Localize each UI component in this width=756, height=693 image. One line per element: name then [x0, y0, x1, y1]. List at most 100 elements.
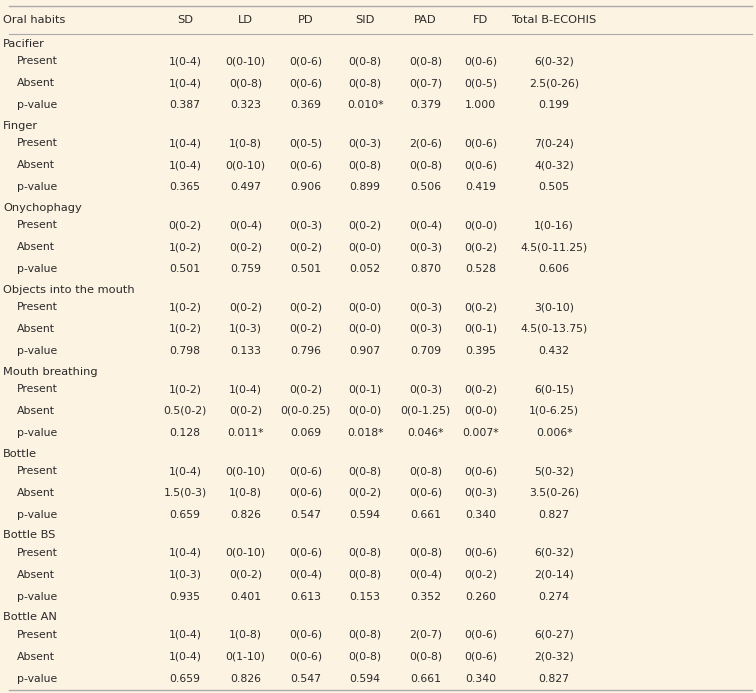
- Text: 1(0-2): 1(0-2): [169, 302, 202, 312]
- Text: 1(0-4): 1(0-4): [169, 138, 202, 148]
- Text: 0.5(0-2): 0.5(0-2): [163, 406, 207, 416]
- Text: 0(0-8): 0(0-8): [409, 548, 442, 558]
- Text: 0(0-1): 0(0-1): [349, 384, 382, 394]
- Text: 1.5(0-3): 1.5(0-3): [163, 488, 207, 498]
- Text: 0(0-8): 0(0-8): [349, 548, 382, 558]
- Text: 0(0-8): 0(0-8): [349, 78, 382, 88]
- Text: 0(0-10): 0(0-10): [225, 56, 266, 67]
- Text: 0(0-8): 0(0-8): [349, 160, 382, 170]
- Text: 4(0-32): 4(0-32): [534, 160, 574, 170]
- Text: 0.018*: 0.018*: [347, 428, 383, 438]
- Text: 1.000: 1.000: [465, 100, 496, 110]
- Text: 0.365: 0.365: [169, 182, 201, 192]
- Text: 0(0-6): 0(0-6): [409, 488, 442, 498]
- Text: 0.274: 0.274: [538, 592, 570, 602]
- Text: Mouth breathing: Mouth breathing: [3, 367, 98, 376]
- Text: 0(0-0): 0(0-0): [349, 302, 382, 312]
- Text: 0.594: 0.594: [349, 674, 381, 683]
- Text: 2(0-7): 2(0-7): [409, 630, 442, 640]
- Text: 0(0-6): 0(0-6): [289, 630, 322, 640]
- Text: Objects into the mouth: Objects into the mouth: [3, 285, 135, 295]
- Text: 0.369: 0.369: [290, 100, 321, 110]
- Text: p-value: p-value: [17, 264, 57, 274]
- Text: 0(0-6): 0(0-6): [464, 651, 497, 662]
- Text: p-value: p-value: [17, 346, 57, 356]
- Text: 0(0-2): 0(0-2): [289, 324, 322, 334]
- Text: 0.501: 0.501: [290, 264, 321, 274]
- Text: p-value: p-value: [17, 182, 57, 192]
- Text: 6(0-27): 6(0-27): [534, 630, 574, 640]
- Text: 0.826: 0.826: [230, 674, 262, 683]
- Text: 0.497: 0.497: [230, 182, 262, 192]
- Text: 0.419: 0.419: [465, 182, 496, 192]
- Text: 1(0-2): 1(0-2): [169, 242, 202, 252]
- Text: FD: FD: [472, 15, 488, 25]
- Text: 0.870: 0.870: [410, 264, 442, 274]
- Text: 5(0-32): 5(0-32): [534, 466, 574, 476]
- Text: Total B-ECOHIS: Total B-ECOHIS: [512, 15, 596, 25]
- Text: 6(0-32): 6(0-32): [534, 56, 574, 67]
- Text: 0(0-5): 0(0-5): [464, 78, 497, 88]
- Text: 0(0-5): 0(0-5): [289, 138, 322, 148]
- Text: Pacifier: Pacifier: [3, 39, 45, 49]
- Text: 0(0-1): 0(0-1): [464, 324, 497, 334]
- Text: 7(0-24): 7(0-24): [534, 138, 574, 148]
- Text: 2(0-14): 2(0-14): [534, 570, 574, 580]
- Text: 0.661: 0.661: [410, 674, 442, 683]
- Text: 0(0-8): 0(0-8): [349, 630, 382, 640]
- Text: Absent: Absent: [17, 160, 54, 170]
- Text: 0.395: 0.395: [465, 346, 496, 356]
- Text: Absent: Absent: [17, 78, 54, 88]
- Text: LD: LD: [238, 15, 253, 25]
- Text: 0(0-6): 0(0-6): [289, 56, 322, 67]
- Text: 0(0-2): 0(0-2): [169, 220, 202, 230]
- Text: 0.501: 0.501: [169, 264, 201, 274]
- Text: 3(0-10): 3(0-10): [534, 302, 574, 312]
- Text: 0(0-3): 0(0-3): [464, 488, 497, 498]
- Text: 0(0-0): 0(0-0): [349, 242, 382, 252]
- Text: 0(0-2): 0(0-2): [464, 384, 497, 394]
- Text: 1(0-4): 1(0-4): [169, 56, 202, 67]
- Text: Present: Present: [17, 56, 57, 67]
- Text: 0.199: 0.199: [538, 100, 570, 110]
- Text: 2.5(0-26): 2.5(0-26): [529, 78, 579, 88]
- Text: PD: PD: [298, 15, 313, 25]
- Text: 0(0-0): 0(0-0): [464, 220, 497, 230]
- Text: 0.153: 0.153: [349, 592, 381, 602]
- Text: 0(0-3): 0(0-3): [349, 138, 382, 148]
- Text: 2(0-6): 2(0-6): [409, 138, 442, 148]
- Text: 0(0-6): 0(0-6): [289, 160, 322, 170]
- Text: 0(0-2): 0(0-2): [229, 406, 262, 416]
- Text: 0.661: 0.661: [410, 510, 442, 520]
- Text: 0.432: 0.432: [538, 346, 570, 356]
- Text: 0(0-2): 0(0-2): [464, 242, 497, 252]
- Text: 0.340: 0.340: [465, 674, 496, 683]
- Text: 0(0-8): 0(0-8): [349, 570, 382, 580]
- Text: 6(0-32): 6(0-32): [534, 548, 574, 558]
- Text: 0(0-0): 0(0-0): [464, 406, 497, 416]
- Text: 1(0-4): 1(0-4): [169, 466, 202, 476]
- Text: Onychophagy: Onychophagy: [3, 202, 82, 213]
- Text: 0(0-2): 0(0-2): [229, 242, 262, 252]
- Text: 0.826: 0.826: [230, 510, 262, 520]
- Text: 0(0-8): 0(0-8): [229, 78, 262, 88]
- Text: 1(0-2): 1(0-2): [169, 384, 202, 394]
- Text: Present: Present: [17, 138, 57, 148]
- Text: 0.659: 0.659: [169, 510, 201, 520]
- Text: Finger: Finger: [3, 121, 38, 131]
- Text: 0(0-8): 0(0-8): [409, 160, 442, 170]
- Text: 0.506: 0.506: [410, 182, 442, 192]
- Text: p-value: p-value: [17, 100, 57, 110]
- Text: 0(0-6): 0(0-6): [289, 651, 322, 662]
- Text: 2(0-32): 2(0-32): [534, 651, 574, 662]
- Text: 0(0-1.25): 0(0-1.25): [401, 406, 451, 416]
- Text: 1(0-2): 1(0-2): [169, 324, 202, 334]
- Text: 0(0-2): 0(0-2): [229, 570, 262, 580]
- Text: Absent: Absent: [17, 324, 54, 334]
- Text: 0.387: 0.387: [169, 100, 201, 110]
- Text: 1(0-4): 1(0-4): [169, 160, 202, 170]
- Text: Present: Present: [17, 220, 57, 230]
- Text: 0(0-2): 0(0-2): [289, 384, 322, 394]
- Text: 0(0-8): 0(0-8): [349, 466, 382, 476]
- Text: 0.052: 0.052: [349, 264, 381, 274]
